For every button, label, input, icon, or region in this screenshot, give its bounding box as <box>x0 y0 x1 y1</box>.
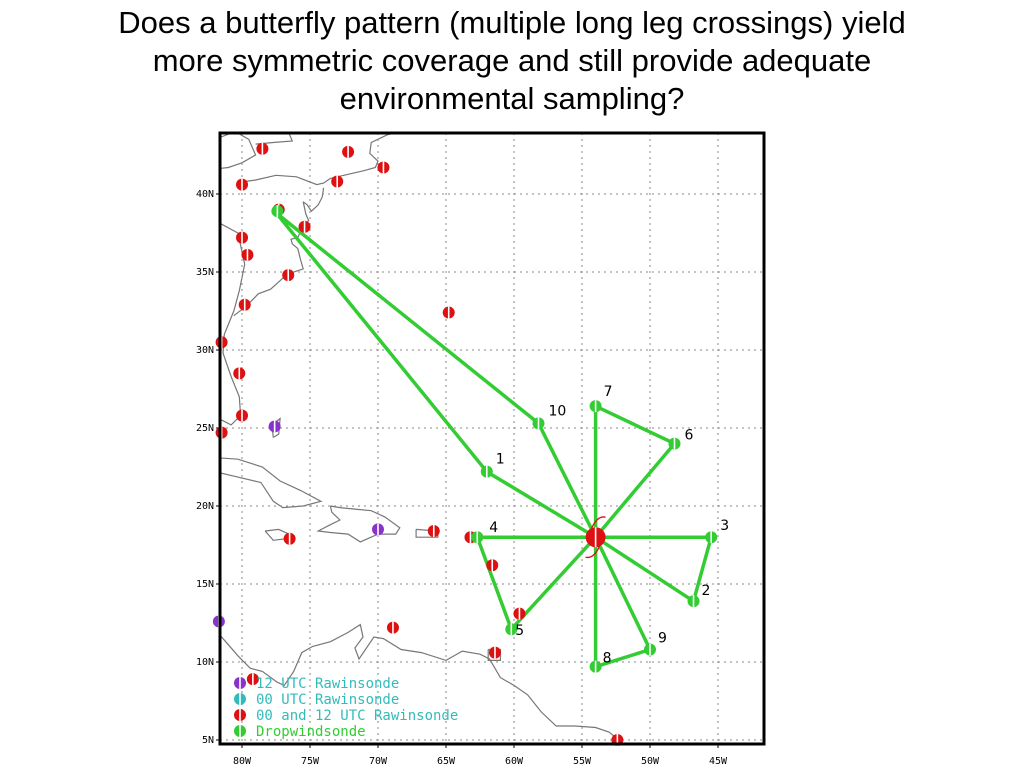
legend-label: 00 UTC Rawinsonde <box>256 692 399 708</box>
rawinsonde-00-12-marker <box>377 161 390 174</box>
dropwindsonde-marker <box>705 531 718 544</box>
dropwindsonde-marker <box>644 643 656 656</box>
legend-item: Dropwindsonde <box>234 724 366 740</box>
rawinsonde-00-12-marker <box>236 231 248 244</box>
lat-lon-grid <box>220 133 764 744</box>
legend-symbol <box>234 725 246 737</box>
coastline-3 <box>244 133 399 186</box>
dropwindsonde-marker <box>471 531 484 544</box>
dropwindsonde-marker <box>687 595 700 608</box>
rawinsonde-00-12-marker <box>331 175 344 188</box>
rawinsonde-00-12-marker <box>215 426 228 439</box>
rawinsonde-00-12-marker <box>236 409 248 422</box>
legend-item: 12 UTC Rawinsonde <box>234 676 399 692</box>
dropwindsonde-marker <box>480 465 493 478</box>
rawinsonde-00-12-marker <box>442 306 455 319</box>
lon-tick-label: 50W <box>641 756 660 767</box>
rawinsonde-00-12-marker <box>236 178 248 191</box>
track-line <box>274 211 713 669</box>
dropwindsonde-marker <box>589 400 602 413</box>
lat-tick-label: 30N <box>196 345 214 356</box>
dropwindsonde-marker <box>668 437 681 450</box>
rawinsonde-00-12-marker <box>386 621 399 634</box>
storm-arm-top <box>591 516 606 529</box>
rawinsonde-00-12-marker <box>233 367 246 380</box>
rawinsonde-00-12-marker <box>283 532 296 545</box>
rawinsonde-00-12-marker <box>488 646 501 659</box>
title-line-1: Does a butterfly pattern (multiple long … <box>118 5 906 40</box>
legend-item: 00 and 12 UTC Rawinsonde <box>234 708 458 724</box>
waypoint-label-5: 5 <box>515 623 524 639</box>
slide-title: Does a butterfly pattern (multiple long … <box>0 4 1024 118</box>
rawinsonde-00-12-marker <box>256 142 269 155</box>
coastline-6 <box>220 457 323 509</box>
rawinsonde-00-12-marker <box>238 298 251 311</box>
rawinsonde-00-12-marker <box>342 145 355 158</box>
rawinsonde-00-12-marker <box>427 524 440 537</box>
lon-tick-label: 45W <box>709 756 728 767</box>
waypoint-label-10: 10 <box>548 403 566 419</box>
lat-tick-label: 25N <box>196 423 214 434</box>
legend-item: 00 UTC Rawinsonde <box>234 692 399 708</box>
coastline-0 <box>220 222 246 426</box>
lon-tick-label: 65W <box>437 756 456 767</box>
storm-arm-bottom <box>585 545 601 559</box>
map-frame <box>218 131 766 746</box>
rawinsonde-00-12-marker <box>513 607 526 620</box>
waypoint-label-2: 2 <box>702 583 711 599</box>
coastline-4 <box>302 187 325 213</box>
lat-tick-label: 5N <box>202 735 214 746</box>
dropwindsonde-marker <box>589 660 602 673</box>
coastline-7 <box>316 505 401 543</box>
lat-tick-label: 10N <box>196 657 214 668</box>
lat-tick-label: 20N <box>196 501 214 512</box>
storm-center-marker <box>585 527 606 548</box>
dropwindsonde-marker <box>505 623 518 636</box>
rawinsonde-00-12-marker <box>215 336 228 349</box>
lon-tick-label: 70W <box>369 756 388 767</box>
legend-label: 12 UTC Rawinsonde <box>256 676 399 692</box>
coastlines <box>220 133 620 741</box>
rawinsonde-00-12-marker <box>486 559 499 572</box>
waypoint-label-6: 6 <box>684 428 693 444</box>
title-line-3: environmental sampling? <box>339 81 685 116</box>
waypoint-label-1: 1 <box>496 452 505 468</box>
legend-label: Dropwindsonde <box>256 724 366 740</box>
legend-symbol <box>234 693 246 705</box>
flight-track <box>274 211 713 669</box>
coastline-1 <box>220 133 257 170</box>
coastline-11 <box>220 623 620 741</box>
lat-tick-label: 15N <box>196 579 214 590</box>
rawinsonde-00-12-marker <box>282 269 295 282</box>
rawinsonde-12-marker <box>268 420 281 433</box>
waypoint-label-9: 9 <box>658 631 667 647</box>
rawinsonde-00-12-marker <box>246 673 259 686</box>
rawinsonde-12-marker <box>372 523 384 536</box>
waypoint-label-7: 7 <box>604 384 613 400</box>
rawinsonde-00-12-marker <box>298 220 311 233</box>
waypoint-label-4: 4 <box>489 520 498 536</box>
title-line-2: more symmetric coverage and still provid… <box>152 43 872 78</box>
lon-tick-label: 80W <box>233 756 252 767</box>
dropwindsonde-marker <box>532 417 545 430</box>
legend-symbol <box>234 709 246 721</box>
dropwindsonde-marker <box>271 205 284 218</box>
lon-tick-label: 55W <box>573 756 592 767</box>
waypoint-label-8: 8 <box>603 651 612 667</box>
waypoint-labels: 1 2 3 4 5 6 7 8 9 10 <box>489 384 729 667</box>
legend-symbol <box>234 677 246 689</box>
rawinsonde-00-12-marker <box>241 248 254 261</box>
legend-label: 00 and 12 UTC Rawinsonde <box>256 708 458 724</box>
lat-tick-label: 40N <box>196 189 214 200</box>
lon-tick-label: 75W <box>301 756 320 767</box>
storm-center-symbol <box>585 516 606 559</box>
waypoint-label-3: 3 <box>720 518 729 534</box>
lat-tick-label: 35N <box>196 267 214 278</box>
lon-tick-label: 60W <box>505 756 524 767</box>
